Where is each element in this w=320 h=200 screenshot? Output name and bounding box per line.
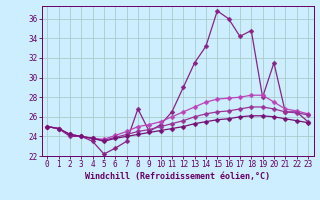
- X-axis label: Windchill (Refroidissement éolien,°C): Windchill (Refroidissement éolien,°C): [85, 172, 270, 181]
